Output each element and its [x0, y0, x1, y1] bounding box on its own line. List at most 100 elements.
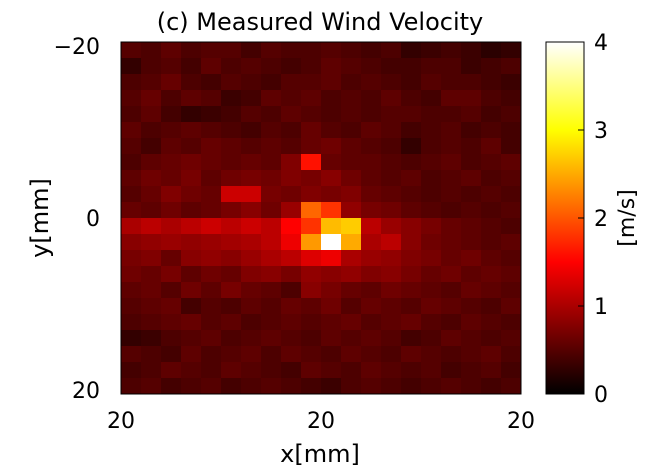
heatmap-cell [141, 90, 162, 107]
heatmap-cell [281, 314, 302, 331]
heatmap-cell [461, 298, 482, 315]
heatmap-cell [301, 314, 322, 331]
heatmap-cell [481, 330, 502, 347]
heatmap-cell [461, 122, 482, 139]
heatmap-cell [221, 90, 242, 107]
heatmap-cell [121, 42, 142, 59]
heatmap-cell [301, 298, 322, 315]
heatmap-cell [381, 362, 402, 379]
heatmap-cell [421, 362, 442, 379]
heatmap-cell [161, 298, 182, 315]
heatmap-cell [481, 218, 502, 235]
x-tick-label: 20 [107, 409, 135, 434]
heatmap-cell [141, 74, 162, 91]
heatmap-cell [281, 218, 302, 235]
heatmap-cell [321, 90, 342, 107]
heatmap-cell [161, 154, 182, 171]
heatmap-cell [441, 282, 462, 299]
heatmap-cell [121, 282, 142, 299]
heatmap-cell [121, 218, 142, 235]
heatmap-cell [141, 58, 162, 75]
heatmap-cell [141, 234, 162, 251]
heatmap-cell [441, 58, 462, 75]
heatmap-cell [141, 330, 162, 347]
heatmap-cell [161, 362, 182, 379]
heatmap-cell [501, 250, 522, 267]
heatmap-cell [381, 330, 402, 347]
heatmap-cell [201, 266, 222, 283]
heatmap-cell [301, 138, 322, 155]
heatmap-cell [201, 218, 222, 235]
heatmap-cell [281, 346, 302, 363]
heatmap-cell [321, 378, 342, 395]
heatmap-cell [341, 74, 362, 91]
heatmap-cell [201, 122, 222, 139]
heatmap-cell [221, 170, 242, 187]
heatmap-cell [181, 90, 202, 107]
heatmap-cell [501, 314, 522, 331]
heatmap-cell [481, 74, 502, 91]
heatmap-cell [141, 138, 162, 155]
heatmap-cell [441, 266, 462, 283]
heatmap-cell [141, 250, 162, 267]
heatmap-cell [321, 106, 342, 123]
y-tick-labels: −20 0 20 [54, 35, 100, 404]
heatmap-cell [361, 138, 382, 155]
heatmap-cell [361, 186, 382, 203]
heatmap-cell [321, 330, 342, 347]
heatmap-cell [161, 218, 182, 235]
heatmap-cell [381, 74, 402, 91]
heatmap-cell [361, 282, 382, 299]
heatmap-cell [121, 234, 142, 251]
heatmap-cell [421, 314, 442, 331]
heatmap-cell [401, 378, 422, 395]
heatmap-cell [221, 106, 242, 123]
heatmap-cell [341, 58, 362, 75]
heatmap-cell [461, 42, 482, 59]
heatmap-cell [401, 314, 422, 331]
heatmap-cell [221, 122, 242, 139]
heatmap-cell [421, 58, 442, 75]
heatmap-cell [141, 186, 162, 203]
heatmap-cell [341, 314, 362, 331]
heatmap-cell [501, 202, 522, 219]
heatmap-cell [181, 58, 202, 75]
heatmap-cell [481, 186, 502, 203]
heatmap-cell [121, 154, 142, 171]
heatmap-cell [421, 42, 442, 59]
heatmap-cell [461, 138, 482, 155]
heatmap-cell [301, 266, 322, 283]
heatmap-cell [181, 138, 202, 155]
heatmap-cell [181, 250, 202, 267]
heatmap-cell [301, 218, 322, 235]
heatmap-cell [301, 186, 322, 203]
heatmap-cell [201, 202, 222, 219]
heatmap-cell [481, 346, 502, 363]
heatmap-cell [381, 186, 402, 203]
heatmap-cell [501, 138, 522, 155]
heatmap-cell [181, 170, 202, 187]
heatmap-cell [141, 170, 162, 187]
heatmap-cell [241, 122, 262, 139]
heatmap-cell [201, 42, 222, 59]
heatmap-cell [301, 282, 322, 299]
heatmap-cell [401, 186, 422, 203]
heatmap-cell [501, 298, 522, 315]
heatmap-cell [501, 362, 522, 379]
heatmap-cell [321, 234, 342, 251]
heatmap-cell [161, 74, 182, 91]
heatmap-cell [461, 378, 482, 395]
heatmap-cell [441, 138, 462, 155]
heatmap-cell [241, 378, 262, 395]
heatmap-cell [261, 346, 282, 363]
heatmap-cell [401, 346, 422, 363]
heatmap-cell [221, 314, 242, 331]
heatmap-cell [221, 250, 242, 267]
heatmap-cell [361, 234, 382, 251]
heatmap-cell [241, 250, 262, 267]
heatmap-cell [481, 90, 502, 107]
heatmap-cell [301, 74, 322, 91]
colorbar-label: [m/s] [615, 189, 640, 246]
heatmap-cell [381, 106, 402, 123]
